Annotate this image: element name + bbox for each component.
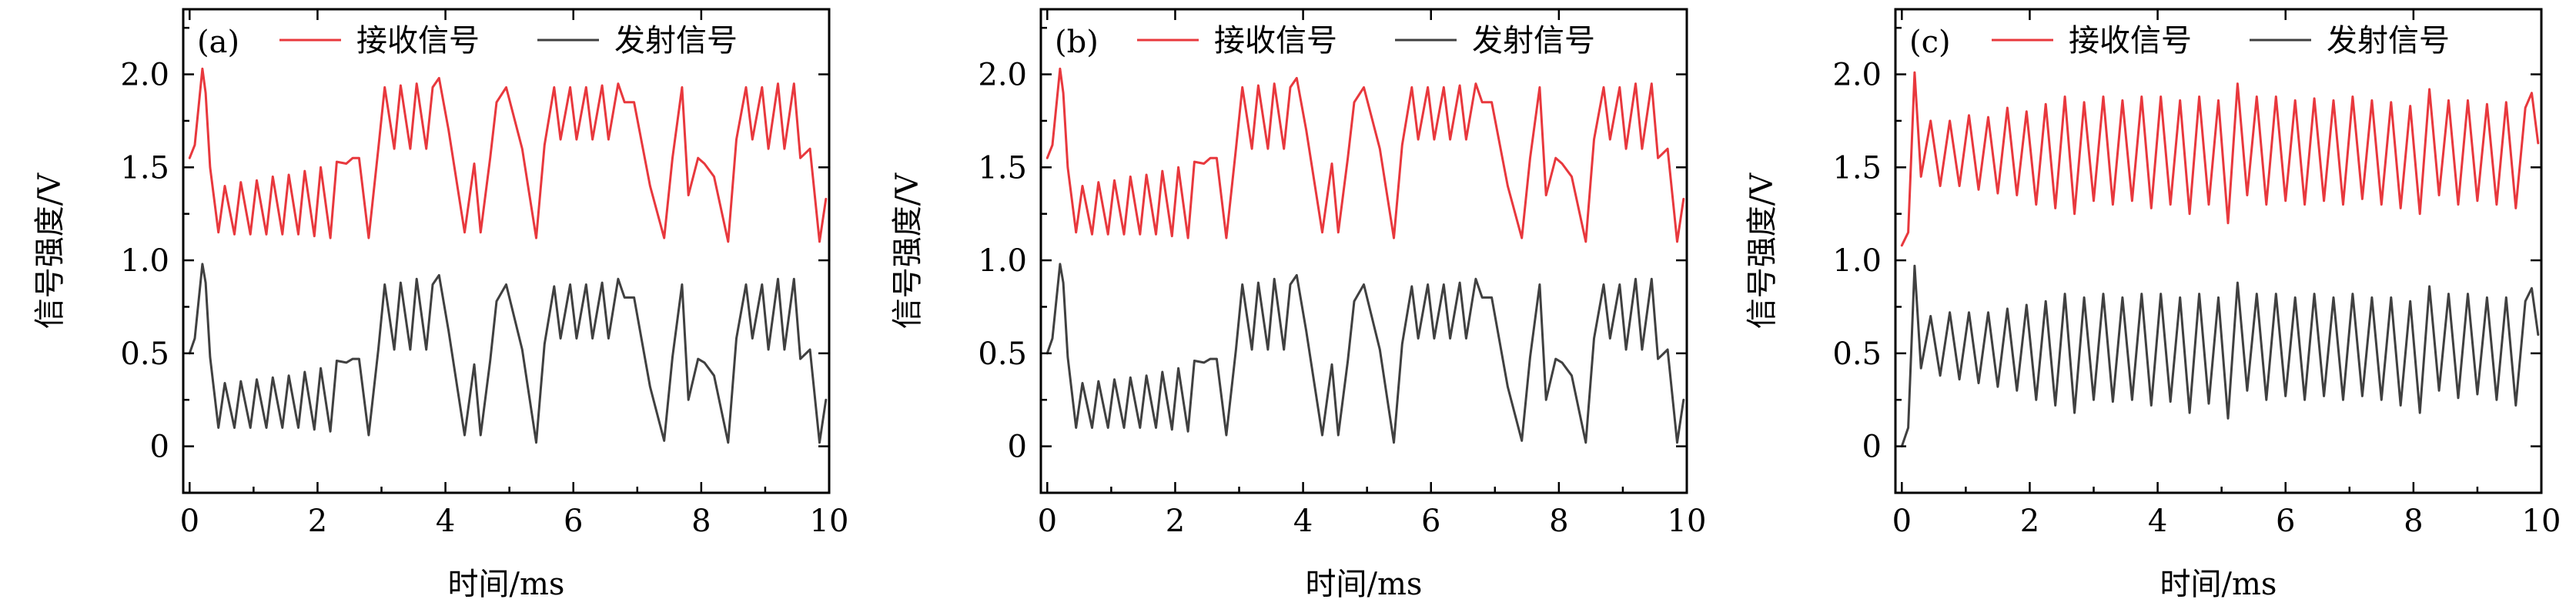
legend: 接收信号 发射信号	[1137, 23, 1595, 59]
legend-label-received: 接收信号	[356, 23, 480, 59]
y-tick-label: 1.5	[978, 150, 1027, 186]
legend-label-received: 接收信号	[1214, 23, 1337, 59]
x-tick-label: 2	[308, 504, 327, 539]
legend: 接收信号 发射信号	[1992, 23, 2450, 59]
y-tick-label: 1.0	[978, 243, 1027, 279]
legend-label-transmitted: 发射信号	[614, 23, 738, 59]
series-line-transmitted	[1045, 263, 1685, 444]
y-tick-label: 0.5	[978, 336, 1027, 372]
y-tick-label: 0	[1862, 430, 1882, 465]
plot-frame	[1894, 8, 2543, 494]
x-tick-label: 0	[1892, 504, 1912, 539]
x-tick-label: 2	[1166, 504, 1185, 539]
panel-label: (b)	[1055, 25, 1099, 60]
chart-panel-2: 0 2 4 6 8 10 0 0.5 1.0 1.5 2.0 时间/ms 信号强度/V (b) 接收信号 发射…	[890, 8, 1707, 602]
x-tick-label: 8	[1549, 504, 1568, 539]
x-tick-label: 8	[2404, 504, 2423, 539]
x-axis-label: 时间/ms	[1306, 567, 1423, 602]
y-tick-label: 1.5	[120, 150, 169, 186]
x-tick-label: 10	[810, 504, 849, 539]
y-tick-label: 0	[1008, 430, 1027, 465]
series-line-transmitted	[1900, 264, 2540, 448]
x-tick-label: 2	[2020, 504, 2039, 539]
x-tick-label: 10	[1668, 504, 1707, 539]
x-tick-label: 0	[1038, 504, 1057, 539]
x-tick-label: 6	[2276, 504, 2295, 539]
y-axis-label: 信号强度/V	[32, 172, 68, 329]
x-axis-label: 时间/ms	[2160, 567, 2277, 602]
chart-panel-3: 0 2 4 6 8 10 0 0.5 1.0 1.5 2.0 时间/ms 信号强度/V (c) 接收信号 发射…	[1745, 8, 2561, 602]
y-tick-label: 1.0	[120, 243, 169, 279]
x-tick-label: 4	[1293, 504, 1313, 539]
series-line-received	[1900, 71, 2540, 247]
y-tick-label: 1.5	[1832, 150, 1882, 186]
y-tick-label: 2.0	[120, 58, 169, 93]
y-axis-label: 信号强度/V	[890, 172, 925, 329]
y-axis-label: 信号强度/V	[1745, 172, 1780, 329]
x-tick-label: 0	[180, 504, 199, 539]
series-line-received	[188, 67, 828, 243]
series-line-transmitted	[188, 263, 828, 444]
legend-label-transmitted: 发射信号	[1472, 23, 1595, 59]
x-tick-label: 10	[2522, 504, 2561, 539]
y-tick-label: 2.0	[1832, 58, 1882, 93]
y-tick-label: 0.5	[120, 336, 169, 372]
y-tick-label: 2.0	[978, 58, 1027, 93]
x-tick-label: 4	[436, 504, 455, 539]
x-tick-label: 4	[2148, 504, 2167, 539]
x-tick-label: 6	[564, 504, 583, 539]
panel-label: (a)	[197, 25, 239, 60]
plot-frame	[1039, 8, 1688, 494]
panel-label: (c)	[1909, 25, 1951, 60]
legend: 接收信号 发射信号	[279, 23, 738, 59]
x-axis-label: 时间/ms	[448, 567, 565, 602]
legend-label-received: 接收信号	[2069, 23, 2192, 59]
y-tick-label: 0.5	[1832, 336, 1882, 372]
legend-label-transmitted: 发射信号	[2327, 23, 2450, 59]
series-line-received	[1045, 67, 1685, 243]
x-tick-label: 8	[691, 504, 711, 539]
y-tick-label: 0	[150, 430, 169, 465]
plot-frame	[182, 8, 831, 494]
y-tick-label: 1.0	[1832, 243, 1882, 279]
chart-panel-1: 0 2 4 6 8 10 0 0.5 1.0 1.5 2.0 时间/ms 信号强度/V (a) 接收信号 发射…	[32, 8, 849, 602]
x-tick-label: 6	[1421, 504, 1440, 539]
